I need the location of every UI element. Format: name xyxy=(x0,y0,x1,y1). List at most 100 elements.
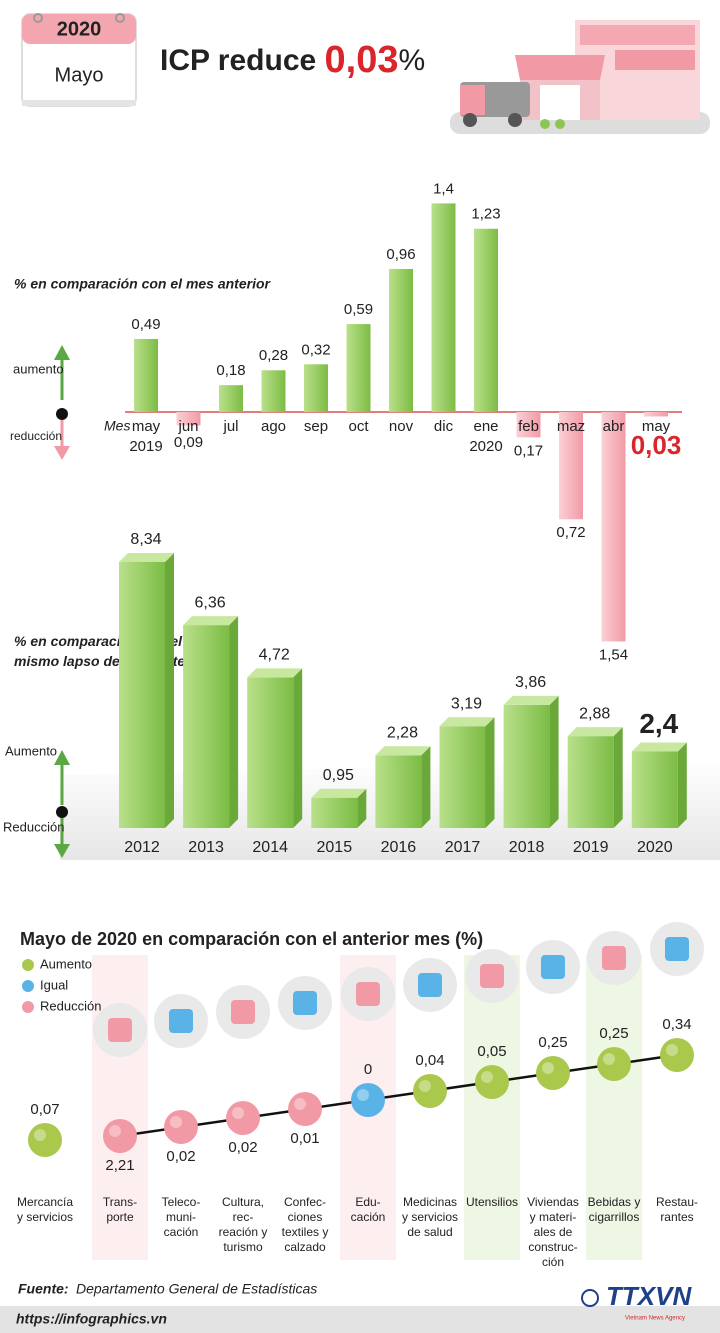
origin-dot xyxy=(56,408,68,420)
value-label: 0,02 xyxy=(228,1139,257,1156)
category-label: Restau-rantes xyxy=(656,1195,698,1224)
x-tick-label: 2020 xyxy=(637,839,673,856)
bar xyxy=(389,268,413,412)
bar-side xyxy=(357,788,367,828)
value-label: 0,03 xyxy=(631,430,682,460)
category-label: Mercancía y servicios xyxy=(17,1195,73,1224)
bar-top xyxy=(567,727,623,737)
value-label: 0 xyxy=(364,1061,372,1078)
x-axis-label: Mes xyxy=(104,418,130,434)
value-label: 0,95 xyxy=(323,767,354,784)
bar xyxy=(134,338,158,412)
store-illustration xyxy=(450,20,710,134)
logo-sub: Vietnam News Agency xyxy=(625,1316,685,1322)
bar-front xyxy=(375,755,422,828)
category-label: Teleco-muni-cación xyxy=(162,1195,201,1239)
category-icon-glyph xyxy=(356,982,380,1006)
dot-shine xyxy=(232,1107,244,1119)
value-label: 2,28 xyxy=(387,724,418,741)
dot xyxy=(226,1101,260,1135)
bar xyxy=(474,228,498,412)
dot-shine xyxy=(419,1080,431,1092)
value-label: 0,02 xyxy=(166,1148,195,1165)
bar-side xyxy=(229,616,239,828)
dot-shine xyxy=(603,1053,615,1065)
legend-label: Aumento xyxy=(40,956,92,971)
bar-3d xyxy=(375,746,431,828)
bar-side xyxy=(293,668,303,828)
value-label: 0,59 xyxy=(344,301,373,318)
column-highlight xyxy=(464,955,520,1260)
x-tick-label: may xyxy=(642,418,671,435)
category-label: Viviendas y materi-ales de construc-ción xyxy=(527,1195,579,1269)
down-label-2: Reducción xyxy=(3,819,64,834)
dot-shine xyxy=(170,1116,182,1128)
column-highlight xyxy=(586,955,642,1260)
x-tick-label: dic xyxy=(434,418,454,435)
bar-front xyxy=(567,736,614,828)
dot xyxy=(660,1038,694,1072)
up-arrow-head-2 xyxy=(54,750,70,765)
category-icon-glyph xyxy=(602,946,626,970)
value-label: 0,34 xyxy=(662,1016,691,1033)
category-icon-glyph xyxy=(231,1000,255,1024)
bar-3d xyxy=(311,788,367,828)
category-icon-glyph xyxy=(418,973,442,997)
bar-side xyxy=(421,746,431,828)
copyright xyxy=(581,1289,599,1307)
value-label: 0,25 xyxy=(599,1025,628,1042)
x-tick-label: sep xyxy=(304,418,328,435)
category-label: Utensilios xyxy=(466,1195,518,1209)
bar-3d xyxy=(119,552,174,828)
bar-side xyxy=(549,695,559,828)
legend-swatch xyxy=(22,959,34,971)
header-year: 2020 xyxy=(57,18,102,40)
down-label: reducción xyxy=(10,429,62,443)
bar-top xyxy=(375,746,431,756)
bar-3d xyxy=(503,695,559,828)
bar-3d xyxy=(183,616,239,828)
dot xyxy=(103,1119,137,1153)
logo: TTXVN xyxy=(606,1281,692,1311)
category-icon-glyph xyxy=(108,1018,132,1042)
bar-side xyxy=(613,727,623,828)
x-tick-label: 2019 xyxy=(573,839,609,856)
bar xyxy=(431,203,456,412)
value-label: 2,88 xyxy=(579,705,610,722)
dot xyxy=(475,1065,509,1099)
x-tick-label: 2013 xyxy=(188,839,224,856)
down-arrow-head xyxy=(54,446,70,460)
header-title: ICP reduce 0,03% xyxy=(160,39,425,81)
category-label: Confec-ciones textiles y calzado xyxy=(282,1195,329,1254)
trend-line xyxy=(119,1053,678,1138)
bar-top xyxy=(119,552,174,562)
legend-swatch xyxy=(22,1001,34,1013)
dot-shine xyxy=(294,1098,306,1110)
bar-3d xyxy=(247,668,303,828)
down-arrow-head-2 xyxy=(54,844,70,858)
x-tick-label: 2016 xyxy=(381,839,417,856)
dot-shine xyxy=(542,1062,554,1074)
dot xyxy=(28,1123,62,1157)
x-tick-label: maz xyxy=(557,418,585,435)
x-tick-label: ago xyxy=(261,418,286,435)
category-label: Cultura, rec-reación y turismo xyxy=(219,1195,268,1254)
dot xyxy=(351,1083,385,1117)
up-arrow-head xyxy=(54,345,70,360)
value-label: 0,25 xyxy=(538,1034,567,1051)
bar xyxy=(304,364,328,412)
x-tick-label: ene 2020 xyxy=(469,418,502,455)
x-tick-label: abr xyxy=(603,418,625,435)
dot-shine xyxy=(481,1071,493,1083)
calendar xyxy=(21,13,137,107)
bar xyxy=(176,412,201,426)
title-unit: % xyxy=(399,44,426,77)
dot xyxy=(413,1074,447,1108)
chart3-title: Mayo de 2020 en comparación con el anter… xyxy=(20,929,483,949)
bar-top xyxy=(503,695,559,705)
bar xyxy=(219,385,243,412)
dot-shine xyxy=(109,1125,121,1137)
bar-side xyxy=(485,717,495,828)
dot-shine xyxy=(666,1044,678,1056)
chart2-subtitle: % en comparación con el mismo lapso del a… xyxy=(14,633,210,669)
